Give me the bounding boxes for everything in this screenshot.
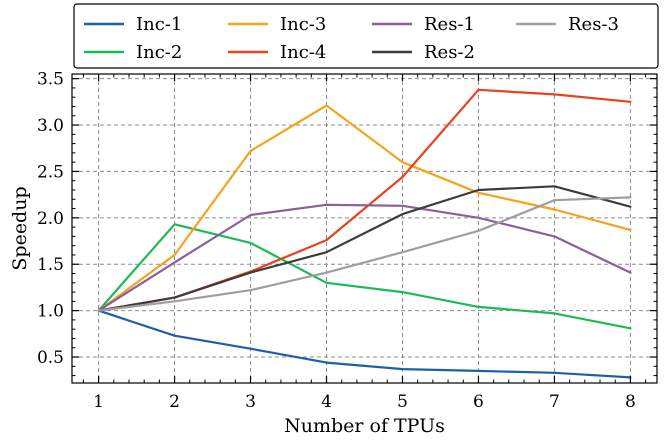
series-line-inc-2 (97, 223, 632, 330)
y-axis-title: Speedup (9, 186, 31, 270)
series-line-res-2 (97, 185, 632, 312)
series-lines (97, 88, 632, 379)
y-tick-label: 1.5 (37, 255, 64, 275)
x-tick-label: 6 (473, 392, 484, 412)
grid (72, 74, 657, 383)
series-line-inc-1 (97, 309, 632, 379)
x-tick-label: 2 (169, 392, 180, 412)
legend-label-inc-2: Inc-2 (136, 42, 182, 63)
x-tick-label: 8 (625, 392, 636, 412)
legend-box (73, 3, 659, 69)
x-tick-label: 7 (549, 392, 560, 412)
legend-label-inc-3: Inc-3 (280, 14, 326, 35)
series-line-res-1 (97, 203, 632, 312)
x-tick-label: 3 (245, 392, 256, 412)
x-tick-label: 5 (397, 392, 408, 412)
legend-label-res-1: Res-1 (424, 14, 475, 35)
axis-ticks (72, 74, 657, 383)
y-tick-label: 2.0 (37, 209, 64, 229)
tick-labels: 1 2 3 4 5 6 7 8 0.5 1.0 1.5 2.0 2.5 3.0 3.5 (37, 70, 636, 412)
plot-frame (71, 73, 658, 384)
x-tick-label: 4 (321, 392, 332, 412)
y-tick-label: 3.5 (37, 70, 64, 90)
x-axis-title: Number of TPUs (284, 415, 445, 437)
legend: Inc-1 Inc-2 Inc-3 Inc-4 Res-1 Res-2 Res-3 (73, 3, 659, 69)
y-tick-label: 2.5 (37, 162, 64, 182)
legend-label-res-3: Res-3 (568, 14, 619, 35)
series-line-inc-4 (97, 88, 632, 312)
legend-label-inc-1: Inc-1 (136, 14, 182, 35)
legend-label-res-2: Res-2 (424, 42, 475, 63)
series-line-inc-3 (97, 104, 632, 312)
y-tick-label: 0.5 (37, 348, 64, 368)
series-line-res-3 (97, 196, 632, 312)
legend-label-inc-4: Inc-4 (280, 42, 326, 63)
y-tick-label: 3.0 (37, 116, 64, 136)
y-tick-label: 1.0 (37, 302, 64, 322)
x-tick-label: 1 (93, 392, 104, 412)
